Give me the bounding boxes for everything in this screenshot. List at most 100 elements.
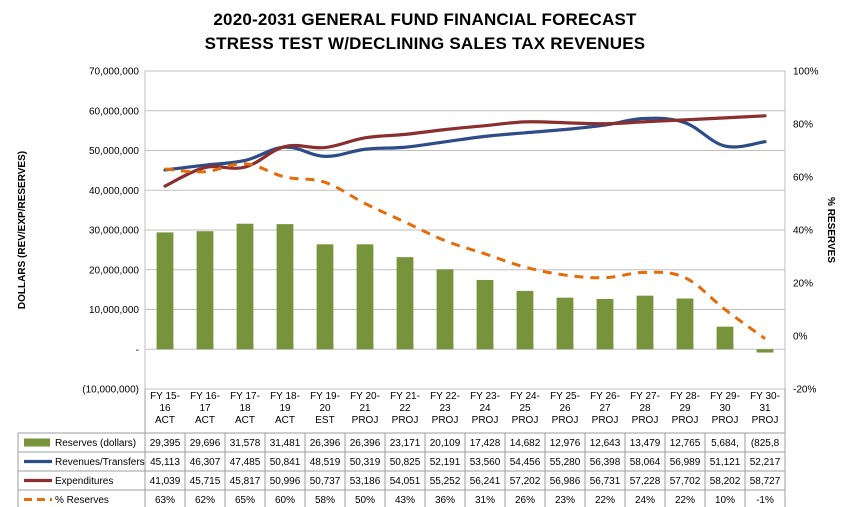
table-cell: 17,428 xyxy=(470,438,501,449)
table-cell: 14,682 xyxy=(510,438,541,449)
table-cell: 10% xyxy=(715,495,735,506)
table-cell: 58,064 xyxy=(630,457,661,468)
table-cell: (825,8 xyxy=(751,438,780,449)
table-cell: 36% xyxy=(435,495,455,506)
x-tick-label: ACT xyxy=(155,415,175,426)
table-cell: -1% xyxy=(756,495,774,506)
table-cell: 52,191 xyxy=(430,457,461,468)
table-cell: 63% xyxy=(155,495,175,506)
table-cell: 56,241 xyxy=(470,476,501,487)
table-cell: 26,396 xyxy=(310,438,341,449)
y-tick-label: 30,000,000 xyxy=(89,226,139,237)
table-cell: 31,481 xyxy=(270,438,301,449)
legend-label: Expenditures xyxy=(55,476,113,487)
x-tick-label: 27 xyxy=(599,403,611,414)
table-cell: 24% xyxy=(635,495,655,506)
x-tick-label: PROJ xyxy=(432,415,459,426)
table-cell: 50,319 xyxy=(350,457,381,468)
x-tick-label: ACT xyxy=(195,415,215,426)
x-tick-label: FY 20- xyxy=(350,391,380,402)
bar xyxy=(396,257,414,350)
x-tick-label: FY 27- xyxy=(630,391,660,402)
x-tick-label: FY 23- xyxy=(470,391,500,402)
x-tick-label: FY 22- xyxy=(430,391,460,402)
table-cell: 20,109 xyxy=(430,438,461,449)
x-tick-label: FY 17- xyxy=(230,391,260,402)
x-tick-label: 28 xyxy=(639,403,651,414)
x-tick-label: PROJ xyxy=(352,415,379,426)
chart-subtitle: STRESS TEST W/DECLINING SALES TAX REVENU… xyxy=(204,34,646,53)
y2-tick-label: 100% xyxy=(793,67,819,78)
legend-key-bar xyxy=(24,438,50,447)
series-line-pct-reserves xyxy=(164,162,766,340)
x-tick-label: 21 xyxy=(359,403,371,414)
x-tick-label: PROJ xyxy=(672,415,699,426)
x-tick-label: PROJ xyxy=(752,415,779,426)
table-cell: 54,456 xyxy=(510,457,541,468)
table-cell: 53,560 xyxy=(470,457,501,468)
table-cell: 26% xyxy=(515,495,535,506)
bar xyxy=(356,244,374,350)
x-tick-label: 16 xyxy=(159,403,171,414)
x-tick-label: PROJ xyxy=(512,415,539,426)
table-cell: 12,765 xyxy=(670,438,701,449)
x-tick-label: FY 30- xyxy=(750,391,780,402)
table-cell: 58,202 xyxy=(710,476,741,487)
x-tick-label: PROJ xyxy=(472,415,499,426)
x-tick-label: 30 xyxy=(719,403,731,414)
table-cell: 50,841 xyxy=(270,457,301,468)
table-cell: 26,396 xyxy=(350,438,381,449)
table-cell: 12,976 xyxy=(550,438,581,449)
y2-tick-label: 80% xyxy=(793,120,813,131)
bar xyxy=(156,232,174,350)
y2-tick-label: 40% xyxy=(793,226,813,237)
table-cell: 56,986 xyxy=(550,476,581,487)
bar xyxy=(596,298,614,350)
x-tick-label: 20 xyxy=(319,403,331,414)
x-tick-label: FY 16- xyxy=(190,391,220,402)
bar xyxy=(476,279,494,350)
table-cell: 45,817 xyxy=(230,476,261,487)
table-cell: 47,485 xyxy=(230,457,261,468)
table-cell: 43% xyxy=(395,495,415,506)
table-cell: 57,202 xyxy=(510,476,541,487)
table-cell: 22% xyxy=(675,495,695,506)
series-line-revenues xyxy=(163,116,767,172)
bar xyxy=(436,269,454,350)
table-cell: 62% xyxy=(195,495,215,506)
table-cell: 23% xyxy=(555,495,575,506)
y-axis-title: DOLLARS (REV/EXP/RESERVES) xyxy=(17,151,28,309)
bar xyxy=(316,244,334,350)
y2-tick-label: 60% xyxy=(793,173,813,184)
series-line-expenditures xyxy=(163,114,767,188)
y-tick-label: 40,000,000 xyxy=(89,186,139,197)
table-cell: 31% xyxy=(475,495,495,506)
x-tick-label: 26 xyxy=(559,403,571,414)
y-tick-label: - xyxy=(136,345,139,356)
table-cell: 55,280 xyxy=(550,457,581,468)
x-tick-label: 24 xyxy=(479,403,491,414)
table-cell: 57,702 xyxy=(670,476,701,487)
table-cell: 54,051 xyxy=(390,476,421,487)
table-cell: 5,684, xyxy=(711,438,739,449)
x-tick-label: FY 25- xyxy=(550,391,580,402)
table-cell: 23,171 xyxy=(390,438,421,449)
bar xyxy=(276,224,294,350)
table-cell: 22% xyxy=(595,495,615,506)
x-tick-label: FY 28- xyxy=(670,391,700,402)
y-tick-label: 20,000,000 xyxy=(89,265,139,276)
bar xyxy=(636,295,654,350)
bar xyxy=(676,298,694,350)
x-tick-label: 23 xyxy=(439,403,451,414)
table-cell: 60% xyxy=(275,495,295,506)
table-cell: 45,715 xyxy=(190,476,221,487)
table-cell: 45,113 xyxy=(150,457,180,468)
bar xyxy=(716,326,734,350)
x-tick-label: FY 29- xyxy=(710,391,740,402)
bar xyxy=(516,290,534,350)
table-cell: 12,643 xyxy=(590,438,621,449)
table-cell: 56,398 xyxy=(590,457,621,468)
bar xyxy=(196,231,214,350)
table-cell: 51,121 xyxy=(710,457,741,468)
table-cell: 56,731 xyxy=(590,476,621,487)
